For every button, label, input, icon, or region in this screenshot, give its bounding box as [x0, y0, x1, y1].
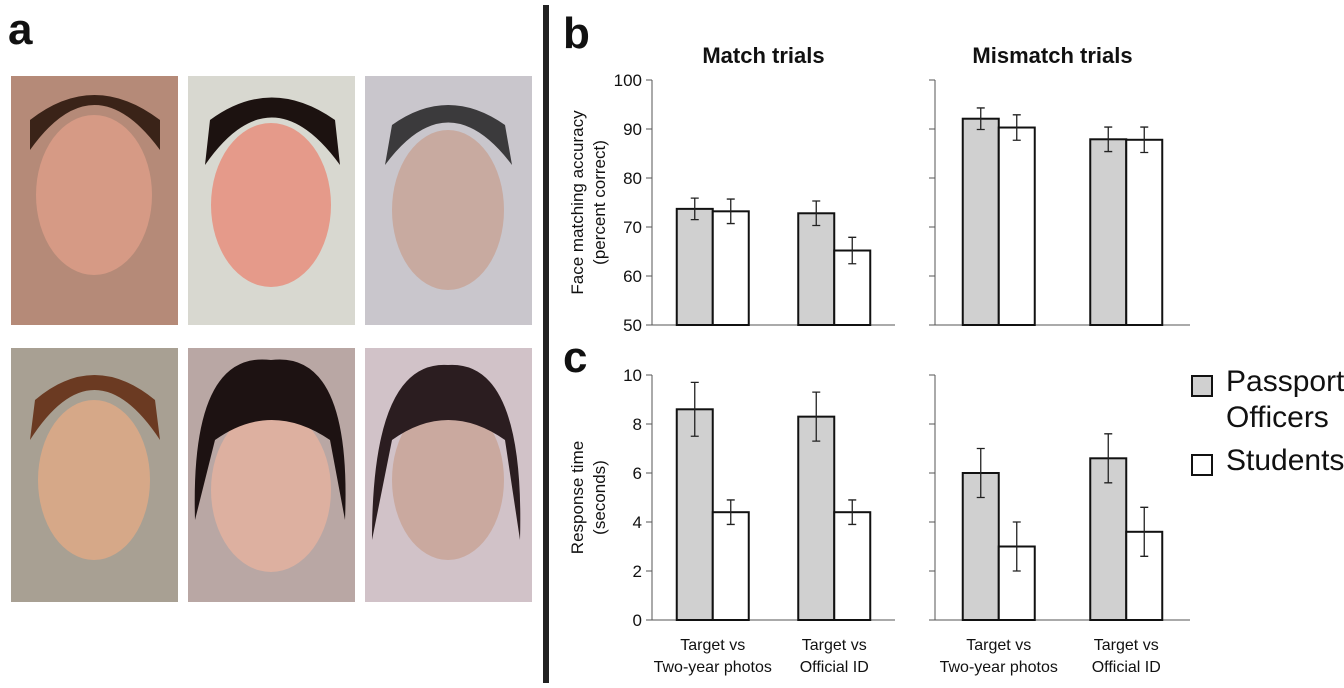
face: [211, 123, 331, 287]
error-bar: [1140, 126, 1149, 154]
divider: [543, 5, 549, 683]
y-tick-label: 2: [633, 562, 642, 581]
error-bar: [1140, 506, 1149, 557]
y-tick-label: 100: [614, 71, 642, 90]
bar: [833, 511, 872, 622]
x-tick-label: Target vs Two-year photos: [654, 637, 772, 676]
error-bar: [1012, 521, 1021, 572]
face: [38, 400, 150, 560]
error-bar: [812, 391, 821, 442]
panel-label: b: [563, 9, 590, 58]
y-tick-label: 60: [623, 267, 642, 286]
legend-label: Students: [1226, 444, 1344, 477]
face: [392, 400, 504, 560]
y-tick-label: 4: [633, 513, 642, 532]
hair: [30, 95, 160, 150]
bar: [1089, 138, 1128, 326]
error-bar: [976, 107, 985, 131]
error-bar: [812, 200, 821, 227]
y-tick-label: 90: [623, 120, 642, 139]
y-axis-label: Face matching accuracy (percent correct): [568, 110, 609, 295]
bar: [797, 415, 836, 621]
chart-title: Mismatch trials: [972, 43, 1132, 68]
chart-title: Match trials: [702, 43, 824, 68]
hair: [372, 364, 521, 540]
bar: [711, 511, 750, 622]
y-tick-label: 6: [633, 464, 642, 483]
error-bar: [726, 198, 735, 225]
x-tick-label: Target vs Two-year photos: [940, 637, 1058, 676]
bar: [997, 126, 1036, 326]
legend-label: Passport Officers: [1226, 365, 1344, 434]
bar: [1125, 138, 1164, 326]
y-tick-label: 10: [623, 366, 642, 385]
y-tick-label: 70: [623, 218, 642, 237]
bar: [675, 207, 714, 326]
y-tick-label: 50: [623, 316, 642, 335]
bar: [797, 212, 836, 326]
y-tick-label: 8: [633, 415, 642, 434]
face: [392, 130, 504, 290]
hair: [194, 359, 346, 520]
error-bar: [690, 381, 699, 437]
error-bar: [1104, 433, 1113, 484]
y-tick-label: 0: [633, 611, 642, 630]
error-bar: [976, 447, 985, 499]
bar: [711, 210, 750, 327]
error-bar: [848, 499, 857, 526]
error-bar: [726, 499, 735, 526]
hair: [385, 105, 512, 165]
y-axis-label: Response time (seconds): [568, 441, 609, 554]
face: [211, 408, 331, 572]
bar: [1089, 457, 1128, 621]
photos: [11, 76, 532, 602]
face: [36, 115, 152, 275]
hair: [30, 375, 160, 440]
error-bar: [848, 236, 857, 265]
error-bar: [1104, 126, 1113, 153]
x-tick-label: Target vs Official ID: [800, 637, 869, 676]
legend-swatch: [1191, 454, 1213, 476]
legend-swatch: [1191, 375, 1213, 397]
bar: [961, 117, 1000, 326]
panel-label: a: [8, 5, 33, 54]
panel-label: c: [563, 333, 587, 382]
x-tick-label: Target vs Official ID: [1092, 637, 1161, 676]
error-bar: [690, 197, 699, 221]
bar: [675, 408, 714, 621]
error-bar: [1012, 114, 1021, 141]
hair: [205, 97, 340, 165]
y-tick-label: 80: [623, 169, 642, 188]
